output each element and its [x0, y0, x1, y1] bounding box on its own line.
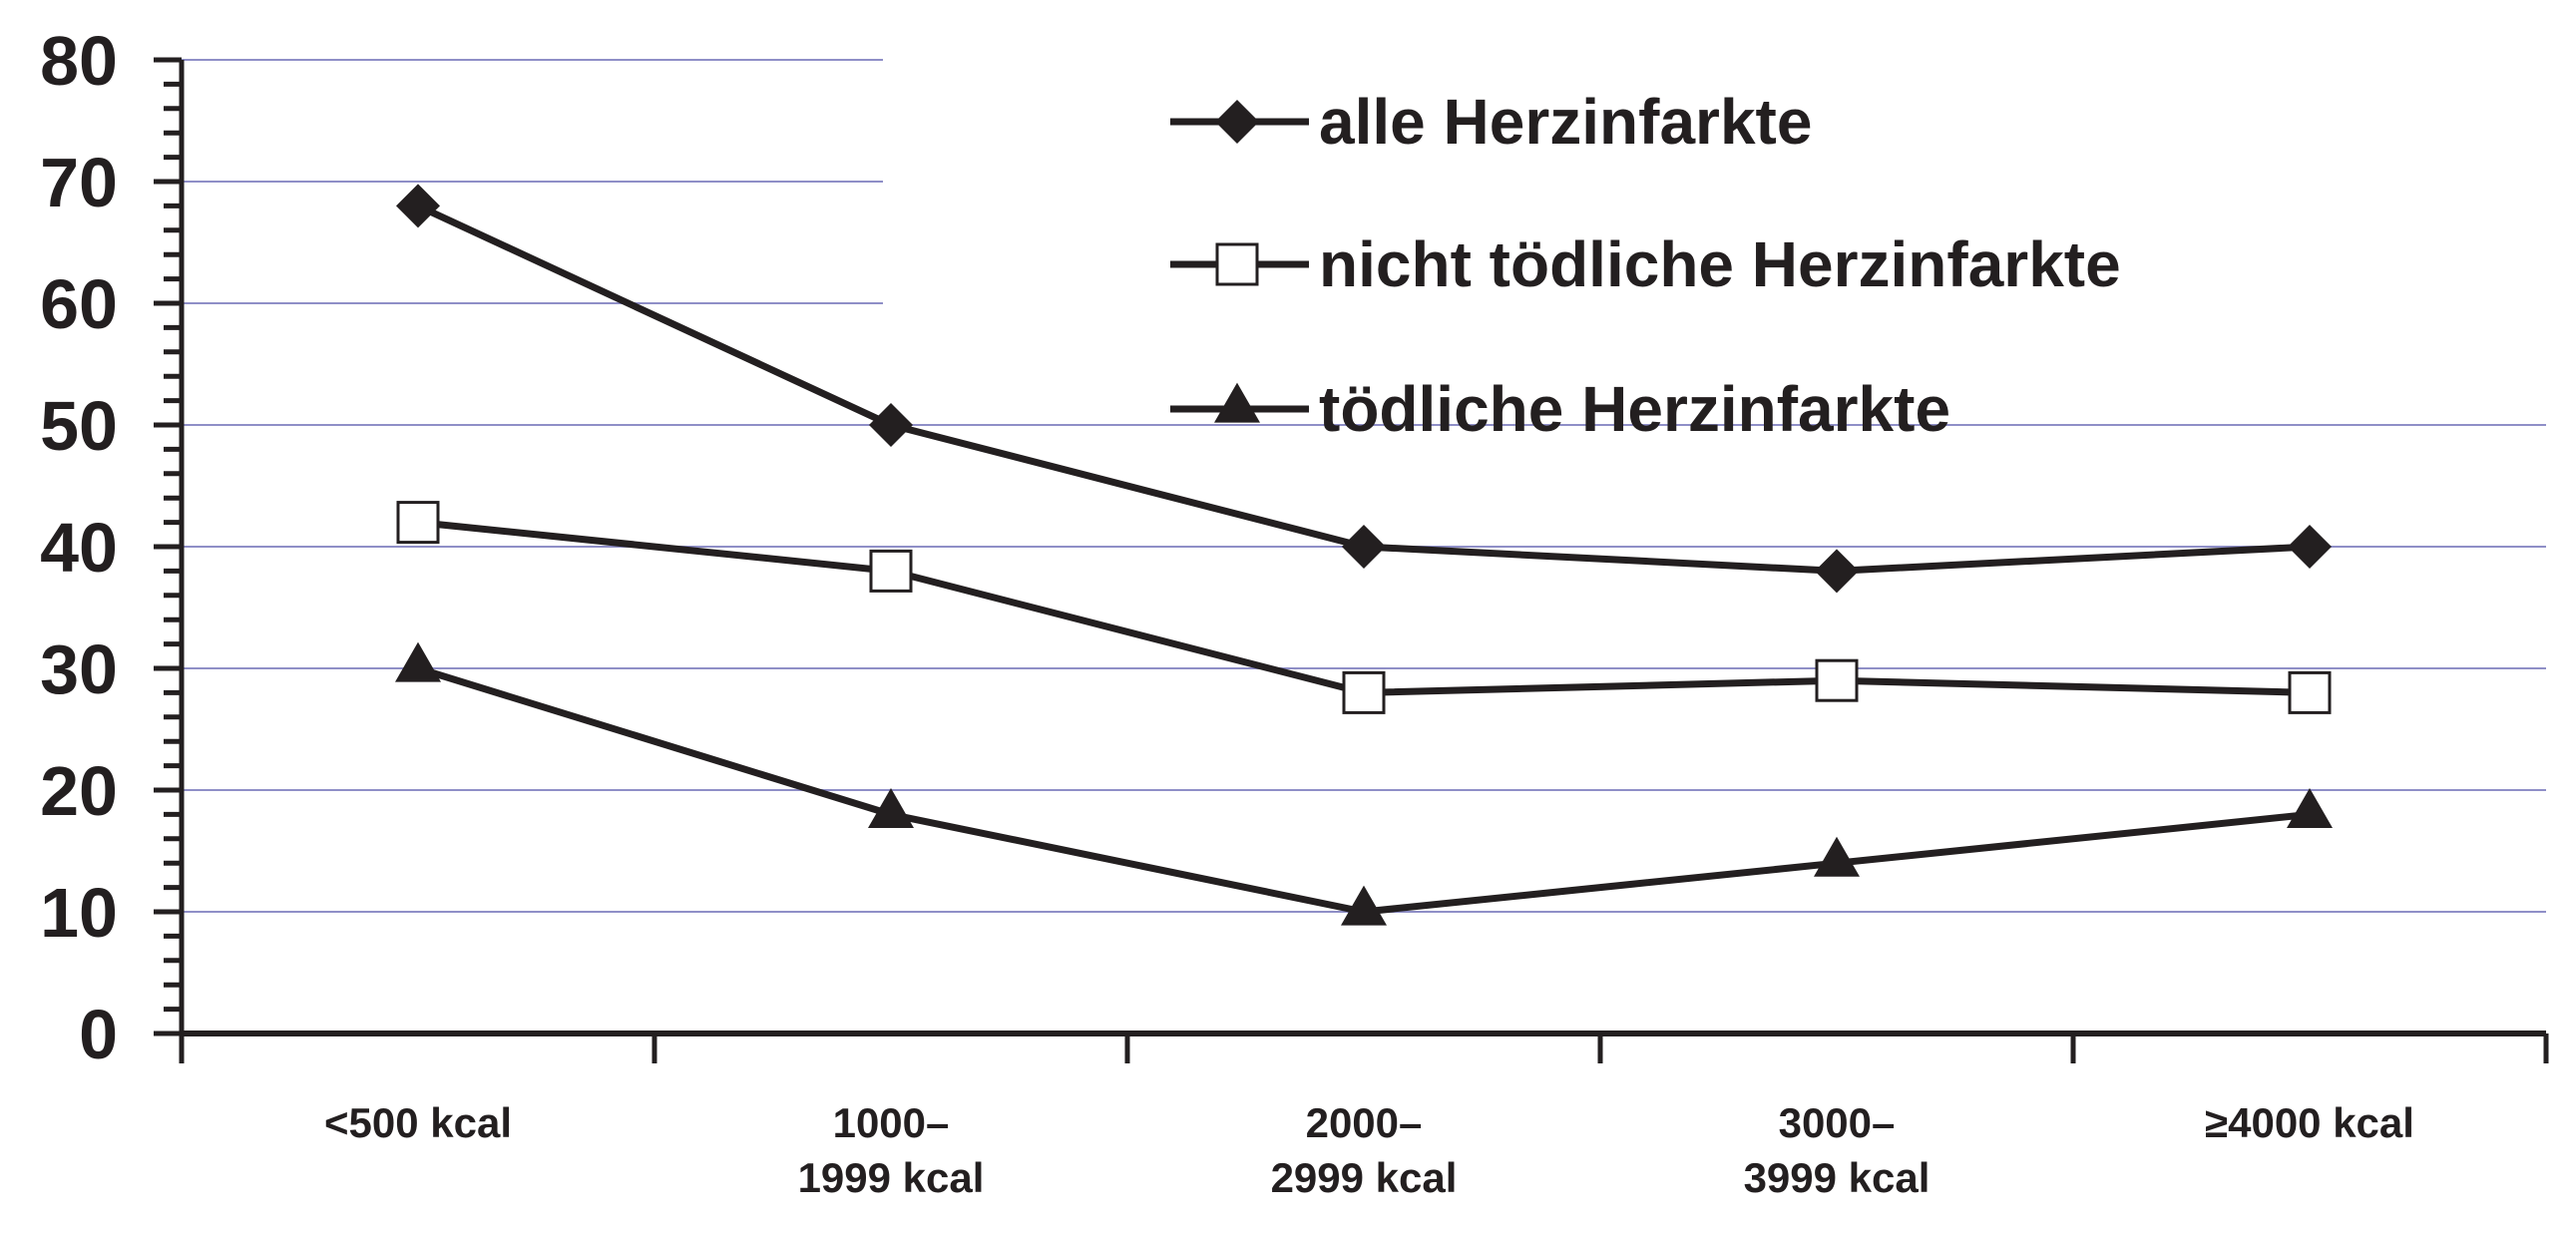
series-1: [396, 184, 2332, 594]
y-tick-label: 30: [40, 630, 118, 708]
x-axis-ticks: <500 kcal 1000– 1999 kcal 2000– 2999 kcal 300…: [179, 1033, 2549, 1201]
legend-marker: [1215, 100, 1259, 144]
data-point: [869, 549, 913, 593]
gridlines: [182, 59, 2546, 913]
y-tick-label: 50: [40, 387, 118, 465]
x-tick-label: ≥4000 kcal: [2205, 1099, 2414, 1146]
legend-item: nicht tödliche Herzinfarkte: [1170, 228, 2121, 300]
data-point: [1342, 525, 1386, 569]
data-point: [868, 788, 914, 828]
x-tick-label: 3999 kcal: [1744, 1154, 1931, 1201]
legend: alle Herzinfarkte nicht tödliche Herzinfa…: [1170, 86, 2121, 445]
data-point: [1815, 549, 1859, 594]
data-point: [395, 641, 441, 682]
data-point: [396, 501, 440, 545]
data-point: [396, 184, 440, 228]
x-tick-label: 1999 kcal: [798, 1154, 985, 1201]
y-axis-ticks: 0 10 20 30 40 50 60 70 80: [40, 22, 182, 1073]
data-point: [1341, 885, 1387, 926]
x-tick-label: 1000–: [833, 1099, 950, 1146]
data-point: [1814, 836, 1860, 877]
series-3: [395, 641, 2333, 926]
legend-item: alle Herzinfarkte: [1170, 86, 1812, 158]
y-tick-label: 80: [40, 22, 118, 100]
x-tick-label: <500 kcal: [324, 1099, 512, 1146]
y-tick-label: 20: [40, 752, 118, 830]
legend-label: alle Herzinfarkte: [1319, 86, 1812, 158]
data-point: [1815, 658, 1859, 702]
y-tick-label: 10: [40, 874, 118, 952]
data-point: [2288, 525, 2332, 569]
legend-label: tödliche Herzinfarkte: [1319, 373, 1950, 445]
data-point: [2288, 670, 2332, 714]
x-tick-label: 2000–: [1306, 1099, 1423, 1146]
data-point: [2287, 788, 2333, 828]
x-tick-label: 3000–: [1779, 1099, 1896, 1146]
legend-marker: [1215, 242, 1259, 286]
legend-item: tödliche Herzinfarkte: [1170, 373, 1950, 445]
y-tick-label: 70: [40, 144, 118, 221]
y-tick-label: 0: [79, 996, 118, 1073]
y-tick-label: 60: [40, 265, 118, 343]
y-tick-label: 40: [40, 509, 118, 587]
data-point: [869, 403, 913, 447]
series-2: [396, 501, 2332, 714]
series-group: [395, 184, 2333, 926]
x-tick-label: 2999 kcal: [1271, 1154, 1458, 1201]
legend-label: nicht tödliche Herzinfarkte: [1319, 228, 2121, 300]
data-point: [1342, 670, 1386, 714]
legend-marker: [1214, 382, 1260, 423]
